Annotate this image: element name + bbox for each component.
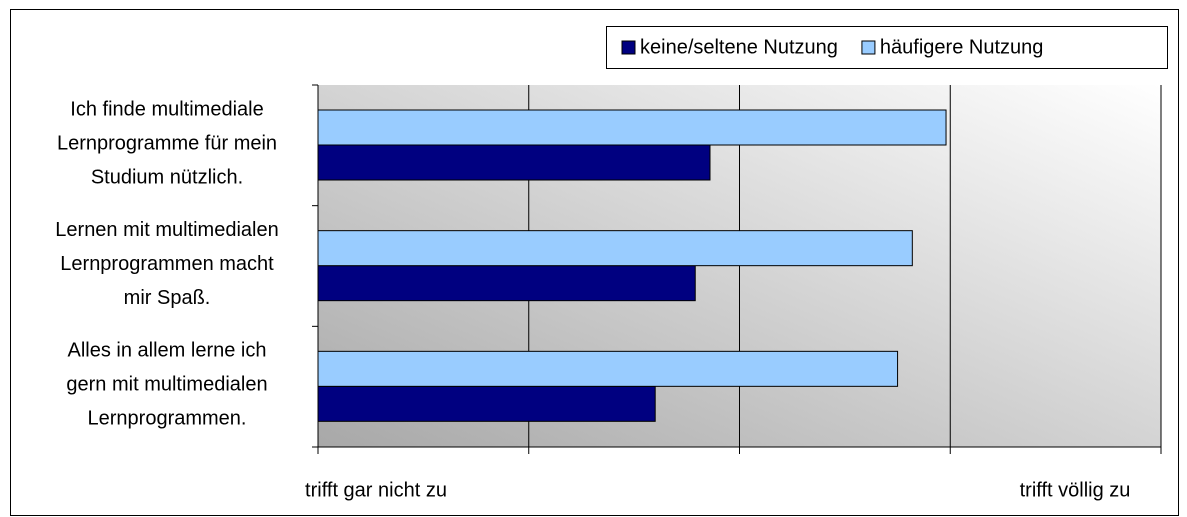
bar (317, 385, 656, 422)
y-tick-label: Ich finde multimediale (70, 98, 263, 120)
x-axis-max-label: trifft völlig zu (1020, 479, 1131, 501)
legend-swatch (621, 40, 636, 55)
y-tick-label: Lernprogrammen. (88, 408, 247, 430)
y-tick-label: Lernprogramme für mein (57, 132, 277, 154)
y-tick-label: Lernen mit multimedialen (55, 219, 278, 241)
bar (317, 230, 913, 267)
y-tick-label: Lernprogrammen macht (60, 253, 274, 275)
bar (317, 350, 899, 387)
bar (317, 265, 696, 302)
legend-label: häufigere Nutzung (880, 36, 1043, 58)
x-axis-min-label: trifft gar nicht zu (305, 479, 447, 501)
legend-swatch (861, 40, 876, 55)
y-tick-label: Studium nützlich. (91, 166, 243, 188)
y-tick-label: Alles in allem lerne ich (68, 340, 267, 362)
legend-box (606, 26, 1168, 69)
bar (317, 144, 711, 181)
legend-label: keine/seltene Nutzung (640, 36, 838, 58)
bar (317, 109, 947, 146)
y-tick-label: mir Spaß. (124, 287, 211, 309)
y-tick-label: gern mit multimedialen (66, 374, 267, 396)
